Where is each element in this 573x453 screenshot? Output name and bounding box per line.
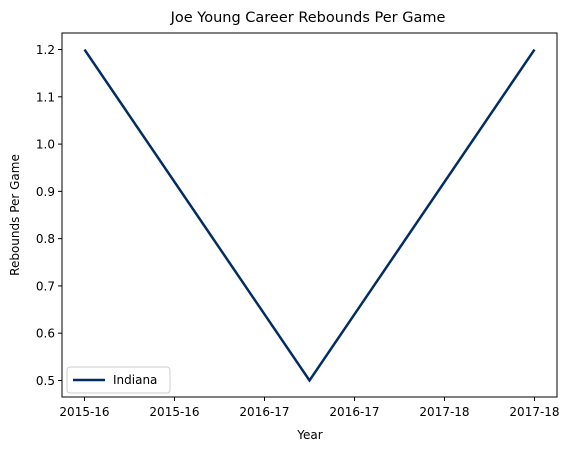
y-tick-label: 1.2: [36, 43, 55, 57]
y-tick-label: 0.7: [36, 279, 55, 293]
y-axis-ticks: 0.5 0.6 0.7 0.8 0.9 1.0 1.1 1.2: [36, 43, 62, 388]
x-tick-label: 2015-16: [149, 405, 199, 419]
x-tick-label: 2017-18: [509, 405, 559, 419]
y-tick-label: 0.8: [36, 232, 55, 246]
series-line-indiana: [83, 48, 536, 383]
x-axis-label: Year: [296, 428, 322, 442]
y-tick-label: 1.0: [36, 138, 55, 152]
x-tick-label: 2015-16: [59, 405, 109, 419]
legend-box: [66, 366, 171, 394]
y-tick-label: 0.5: [36, 374, 55, 388]
x-tick-label: 2016-17: [239, 405, 289, 419]
x-tick-label: 2016-17: [329, 405, 379, 419]
legend-label-indiana: Indiana: [113, 373, 157, 387]
y-tick-label: 0.9: [36, 185, 55, 199]
x-axis-ticks: 2015-16 2015-16 2016-17 2016-17 2017-18 2017-…: [59, 397, 560, 419]
series-lines: [83, 48, 536, 383]
y-tick-label: 0.6: [36, 327, 55, 341]
y-tick-label: 1.1: [36, 90, 55, 104]
y-axis-label: Rebounds Per Game: [8, 154, 22, 276]
chart-title: Joe Young Career Rebounds Per Game: [170, 10, 446, 26]
legend: Indiana: [66, 366, 171, 394]
plot-area: [61, 32, 558, 398]
x-tick-label: 2017-18: [419, 405, 469, 419]
